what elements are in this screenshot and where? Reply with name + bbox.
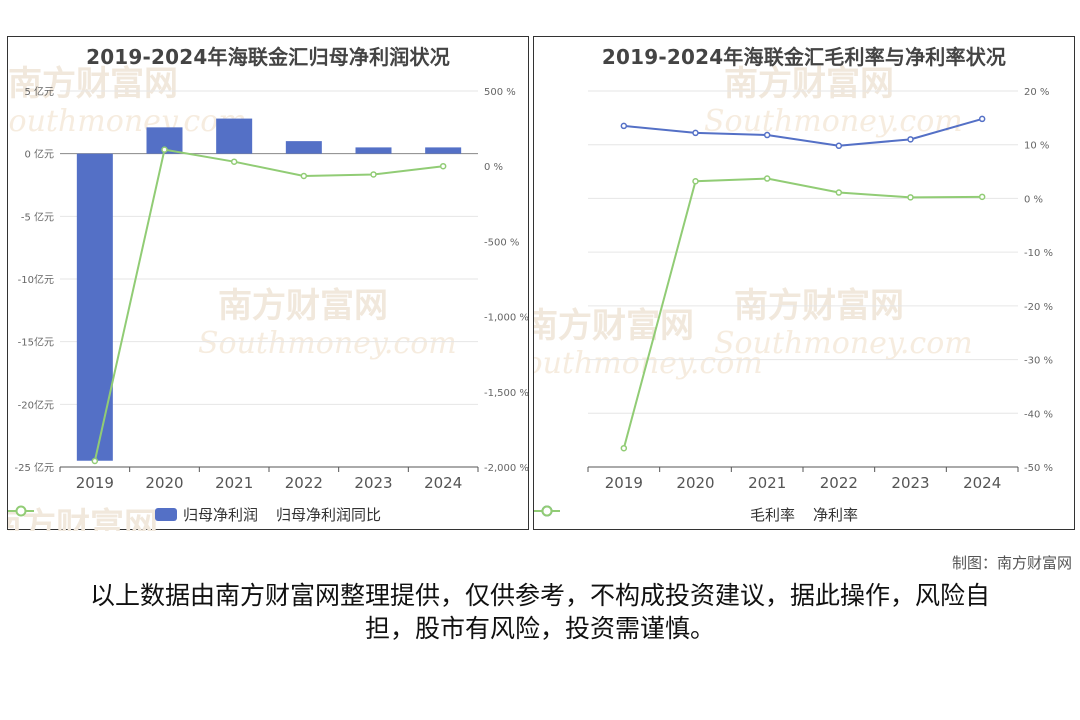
net-margin-point	[907, 194, 914, 201]
gross-margin-point	[620, 122, 628, 130]
y-right-tick-label: -2,000 %	[484, 463, 529, 474]
net-margin-line	[622, 177, 983, 449]
net-margin-point	[978, 193, 986, 201]
watermark-en: Southmoney.com	[534, 346, 763, 381]
y-right-tick-label: 20 %	[1024, 87, 1049, 98]
legend-item-gross-margin[interactable]: 毛利率	[534, 504, 795, 525]
y-right-tick-label: -1,000 %	[484, 313, 529, 324]
legend-label-net-profit: 归母净利润	[182, 506, 258, 524]
x-tick-label: 2021	[215, 474, 253, 492]
legend-swatch-bar	[154, 508, 177, 521]
yoy-point	[161, 146, 168, 153]
y-right-tick-label: 10 %	[1024, 141, 1049, 152]
watermark-en: Southmoney.com	[714, 326, 973, 361]
watermark-en: Southmoney.com	[198, 326, 457, 361]
left-chart-panel: 南方财富网Southmoney.com南方财富网Southmoney.com南方…	[7, 36, 529, 531]
watermark-cn: 南方财富网	[724, 64, 894, 104]
x-tick-label: 2024	[424, 474, 462, 492]
y-right-tick-label: 0 %	[484, 162, 503, 173]
right-chart-title: 2019-2024年海联金汇毛利率与净利率状况	[601, 45, 1007, 69]
x-tick-label: 2024	[963, 474, 1001, 492]
y-right-tick-label: -20 %	[1024, 302, 1053, 313]
watermark-en: Southmoney.com	[704, 104, 963, 139]
y-right-tick-label: 500 %	[484, 87, 516, 98]
x-tick-label: 2020	[676, 474, 714, 492]
y-left-tick-label: -10亿元	[18, 273, 54, 286]
disclaimer-text: 以上数据由南方财富网整理提供，仅供参考，不构成投资建议，据此操作，风险自担，股市…	[89, 581, 990, 643]
x-tick-label: 2021	[748, 474, 786, 492]
x-tick-label: 2022	[285, 474, 323, 492]
bar	[76, 153, 113, 461]
left-chart-svg: 南方财富网Southmoney.com南方财富网Southmoney.com南方…	[8, 64, 529, 531]
y-left-tick-label: 0 亿元	[24, 148, 54, 161]
right-chart-svg: 南方财富网Southmoney.com南方财富网Southmoney.com南方…	[534, 64, 1053, 492]
x-tick-label: 2020	[145, 474, 183, 492]
x-tick-label: 2019	[605, 474, 643, 492]
yoy-line	[93, 148, 444, 462]
left-legend: 归母净利润 归母净利润同比	[8, 504, 528, 525]
x-tick-label: 2019	[76, 474, 114, 492]
y-right-tick-label: -1,500 %	[484, 388, 529, 399]
gross-margin-point	[763, 131, 771, 139]
left-chart-title: 2019-2024年海联金汇归母净利润状况	[86, 45, 450, 69]
gross-margin-point	[692, 129, 699, 137]
x-tick-label: 2023	[354, 474, 392, 492]
y-left-tick-label: 5 亿元	[24, 85, 54, 98]
gross-margin-point	[978, 115, 986, 123]
gross-margin-point	[835, 142, 843, 150]
bar	[216, 118, 253, 154]
legend-label-net-margin: 净利率	[813, 506, 859, 524]
y-right-tick-label: 0 %	[1024, 194, 1043, 205]
legend-label-net-profit-yoy: 归母净利润同比	[276, 506, 382, 524]
bar	[355, 147, 392, 154]
net-margin-point	[692, 177, 699, 185]
legend-swatch-line	[534, 505, 560, 517]
y-left-tick-label: -25 亿元	[14, 461, 54, 474]
net-margin-point	[763, 175, 771, 182]
y-right-tick-label: -50 %	[1024, 463, 1053, 474]
y-left-tick-label: -15亿元	[18, 336, 54, 349]
yoy-point	[230, 158, 238, 165]
chart-credit: 制图：南方财富网	[951, 554, 1072, 572]
watermark-cn: 南方财富网	[218, 286, 388, 326]
gross-margin-line	[623, 117, 983, 147]
y-right-tick-label: -10 %	[1024, 248, 1053, 259]
net-margin-point	[835, 189, 843, 196]
yoy-point	[300, 172, 308, 180]
yoy-point	[91, 457, 99, 465]
watermark-cn: 南方财富网	[8, 64, 178, 104]
right-chart-panel: 南方财富网 Southmoney.com 南方财富网 Southmoney.com 南方…	[533, 36, 1075, 530]
x-tick-label: 2023	[891, 474, 929, 492]
y-right-tick-label: -500 %	[484, 237, 519, 248]
legend-item-net-profit-yoy[interactable]: 归母净利润同比	[8, 504, 382, 525]
net-margin-point	[620, 444, 628, 452]
gross-margin-point	[907, 136, 914, 143]
yoy-point	[439, 162, 447, 170]
legend-label-gross-margin: 毛利率	[749, 506, 795, 524]
x-tick-label: 2022	[820, 474, 858, 492]
y-right-tick-label: -30 %	[1024, 356, 1053, 367]
watermark-en: Southmoney.com	[8, 104, 247, 139]
y-left-tick-label: -20亿元	[18, 398, 54, 411]
watermark-cn: 南方财富网	[534, 306, 694, 346]
bar	[285, 141, 322, 154]
y-left-tick-label: -5 亿元	[21, 210, 54, 223]
legend-item-net-margin[interactable]: 净利率	[534, 504, 859, 525]
legend-item-net-profit[interactable]: 归母净利润	[154, 504, 258, 525]
bar	[425, 147, 462, 154]
yoy-point	[370, 171, 377, 178]
legend-swatch-line	[8, 505, 34, 517]
y-right-tick-label: -40 %	[1024, 409, 1053, 420]
right-legend: 毛利率 净利率	[534, 504, 1074, 525]
